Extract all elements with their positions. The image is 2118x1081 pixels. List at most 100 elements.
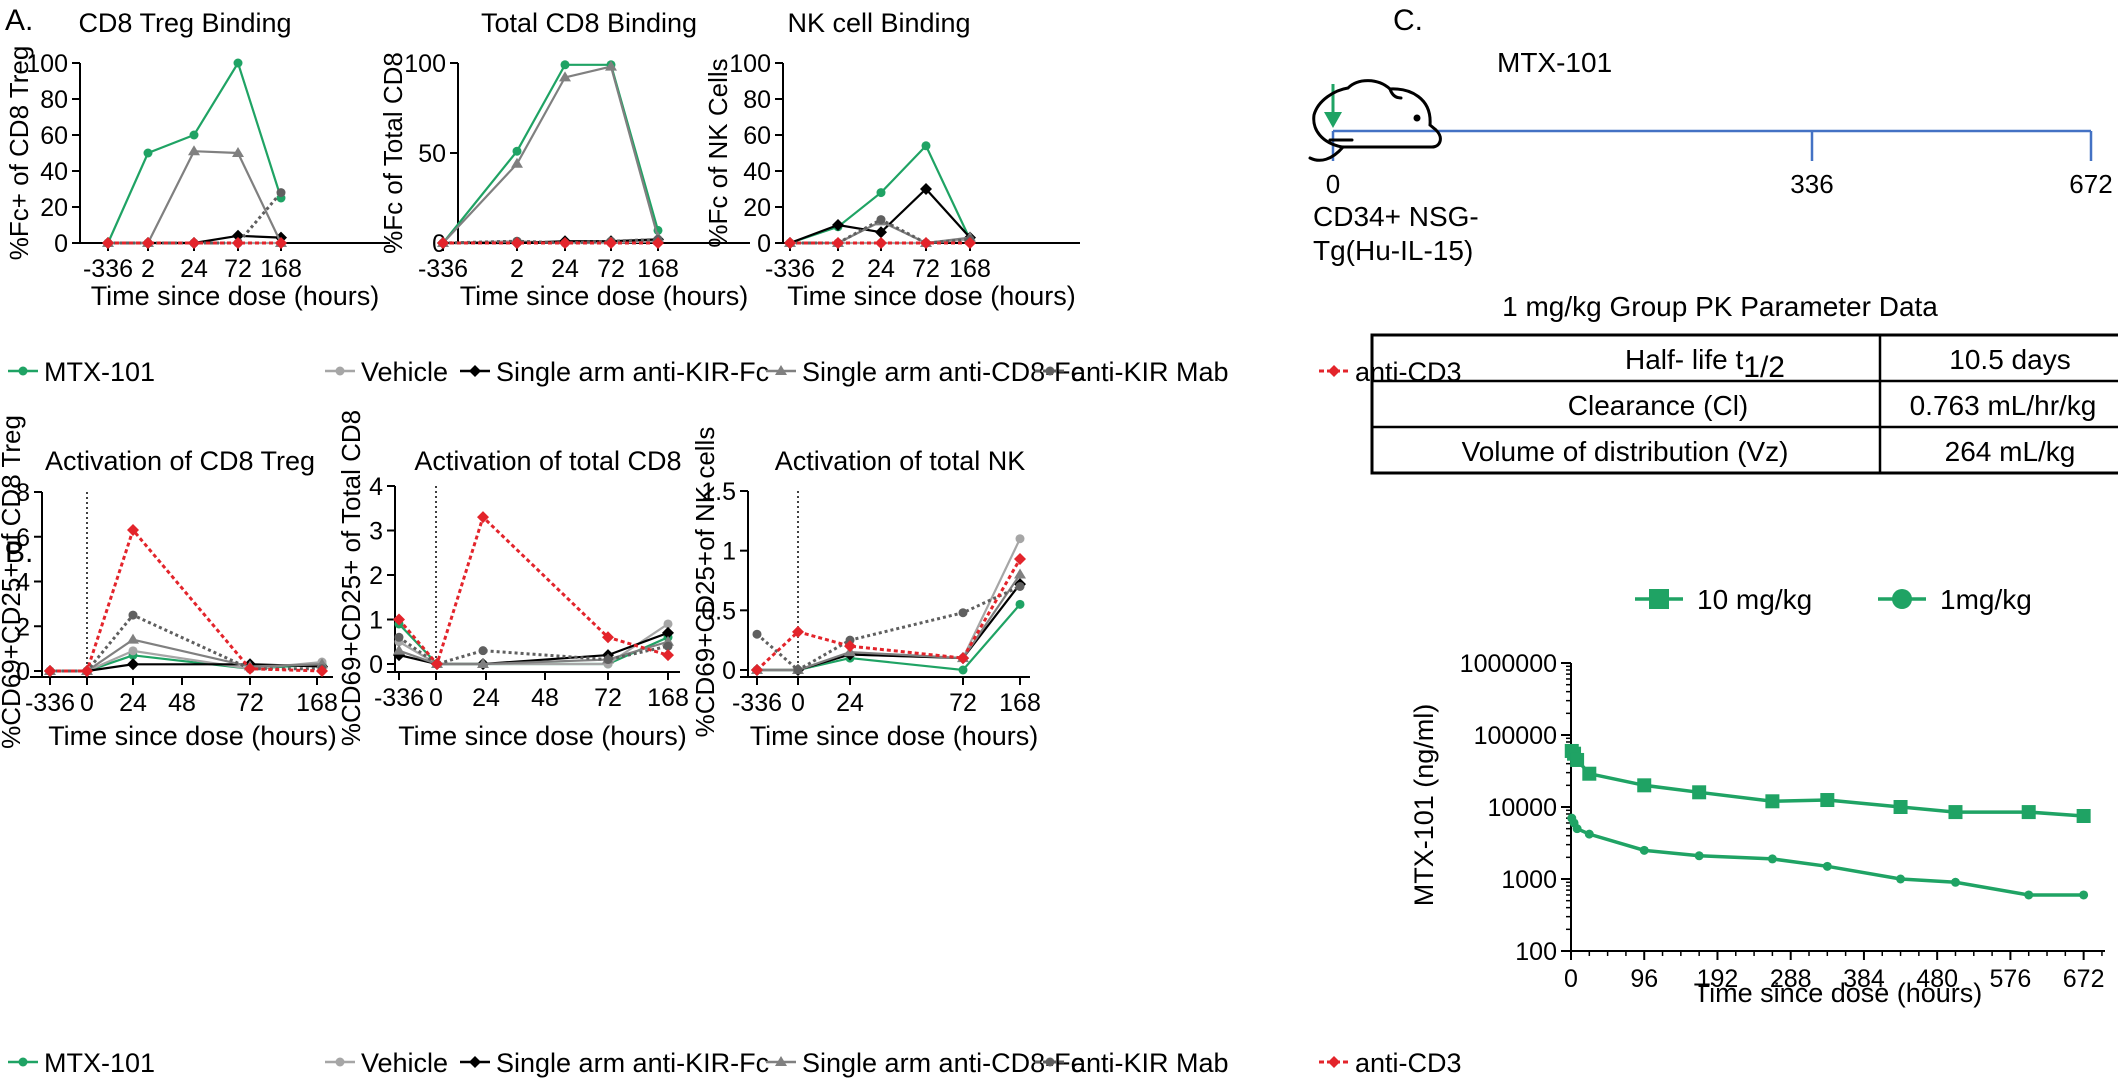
x-tick-label: -336 bbox=[25, 689, 75, 717]
y-tick-label: 40 bbox=[40, 158, 68, 186]
data-point bbox=[958, 608, 968, 618]
legend-item: anti-CD3 bbox=[1319, 357, 1462, 387]
data-point bbox=[793, 665, 803, 675]
data-point bbox=[393, 613, 405, 626]
x-tick-label: 96 bbox=[1630, 965, 1658, 993]
data-point bbox=[512, 146, 522, 156]
data-point bbox=[920, 183, 932, 195]
data-point bbox=[559, 71, 571, 82]
x-tick-label: 192 bbox=[1697, 965, 1739, 993]
data-point bbox=[1950, 877, 1960, 887]
data-point bbox=[752, 629, 762, 639]
x-tick-label: 168 bbox=[647, 684, 689, 712]
data-point bbox=[477, 511, 489, 524]
x-tick-label: -336 bbox=[732, 689, 782, 717]
x-tick-label: 168 bbox=[949, 255, 991, 283]
series-line bbox=[397, 514, 669, 668]
legend-item: Single arm anti-KIR-Fc bbox=[460, 357, 769, 387]
data-point bbox=[1015, 599, 1025, 609]
legend-label: anti-KIR Mab bbox=[1071, 357, 1229, 387]
x-tick-label: 480 bbox=[1916, 965, 1958, 993]
y-tick-label: 20 bbox=[40, 194, 68, 222]
series-line bbox=[50, 613, 322, 673]
data-point bbox=[394, 632, 404, 642]
x-tick-label: -336 bbox=[374, 684, 424, 712]
series-anti-cd3 bbox=[751, 553, 1026, 676]
data-point bbox=[275, 237, 287, 249]
data-point bbox=[1767, 854, 1777, 864]
pk-value: 264 mL/kg bbox=[1945, 436, 2076, 467]
data-point bbox=[276, 188, 286, 198]
legend-label: Vehicle bbox=[361, 1048, 448, 1078]
legend-marker bbox=[469, 1056, 481, 1068]
legend-label: MTX-101 bbox=[44, 1048, 155, 1078]
x-tick-label: 384 bbox=[1843, 965, 1885, 993]
y-tick-label: 60 bbox=[743, 122, 771, 150]
panel-label-b: B. bbox=[5, 536, 33, 569]
data-point bbox=[875, 237, 887, 249]
y-axis-label: %CD69+CD25+ of Total CD8 bbox=[336, 410, 366, 746]
y-tick-label: 2 bbox=[369, 562, 383, 590]
data-point bbox=[188, 145, 200, 156]
x-tick-label: 24 bbox=[551, 255, 579, 283]
y-axis-label: %CD69+CD25+of NK cells bbox=[690, 427, 720, 738]
legend-panel-a: MTX-101 Vehicle Single arm anti-KIR-Fc Sing… bbox=[8, 357, 1462, 387]
x-tick-label: -336 bbox=[418, 255, 468, 283]
data-point bbox=[2024, 890, 2034, 900]
pk-table-row: Clearance (Cl) 0.763 mL/hr/kg bbox=[1568, 390, 2097, 421]
x-tick-label: 24 bbox=[180, 255, 208, 283]
data-point bbox=[784, 237, 796, 249]
data-point bbox=[2079, 890, 2089, 900]
x-tick-label: 168 bbox=[637, 255, 679, 283]
data-point bbox=[127, 524, 139, 537]
legend-label: Vehicle bbox=[361, 357, 448, 387]
y-tick-label: 20 bbox=[743, 194, 771, 222]
legend-item: MTX-101 bbox=[8, 1048, 155, 1078]
x-tick-label: -336 bbox=[83, 255, 133, 283]
x-tick-label: 288 bbox=[1770, 965, 1812, 993]
x-tick-label: 168 bbox=[999, 689, 1041, 717]
series-line bbox=[757, 603, 1021, 672]
data-point bbox=[964, 237, 976, 249]
data-point bbox=[1015, 581, 1025, 591]
x-tick-label: 72 bbox=[236, 689, 264, 717]
data-point bbox=[143, 148, 153, 158]
y-axis-label: %Fc of Total CD8 bbox=[378, 52, 408, 254]
legend-marker bbox=[469, 365, 481, 377]
series-mtx-101 bbox=[438, 60, 663, 248]
pk-param-subscript: 1/2 bbox=[1743, 351, 1785, 384]
data-point bbox=[316, 665, 328, 677]
legend-item: MTX-101 bbox=[8, 357, 155, 387]
data-point bbox=[1637, 778, 1652, 793]
x-tick-label: 0 bbox=[1564, 965, 1578, 993]
data-point bbox=[477, 658, 489, 668]
y-tick-label: 100 bbox=[26, 50, 68, 78]
dosing-timeline: MTX-101 0 336 672 CD34+ NSG- Tg(Hu-IL-15… bbox=[1308, 47, 2113, 266]
series-mtx-101 bbox=[752, 599, 1025, 675]
y-tick-label: 0 bbox=[757, 230, 771, 258]
data-point bbox=[560, 60, 570, 70]
chart-title: NK cell Binding bbox=[787, 8, 970, 38]
chart-title: Activation of CD8 Treg bbox=[45, 446, 315, 476]
data-point bbox=[662, 626, 674, 639]
data-point bbox=[602, 631, 614, 644]
legend-label: 1mg/kg bbox=[1940, 584, 2032, 615]
series-1mg-kg bbox=[1567, 813, 2089, 900]
chart-title: CD8 Treg Binding bbox=[78, 8, 291, 38]
legend-label: Single arm anti-CD8-Fc bbox=[802, 357, 1084, 387]
y-tick-label: 50 bbox=[418, 140, 446, 168]
y-tick-label: 3 bbox=[369, 518, 383, 546]
chart-total-cd8-binding: Total CD8 Binding050100-33622472168Time … bbox=[378, 8, 750, 311]
y-tick-label: 0.5 bbox=[701, 597, 736, 625]
y-tick-label: 1.5 bbox=[701, 478, 736, 506]
pk-legend: 10 mg/kg 1mg/kg bbox=[1635, 584, 2032, 615]
y-tick-label: 80 bbox=[743, 86, 771, 114]
chart-title: Activation of total CD8 bbox=[414, 446, 681, 476]
data-point bbox=[1896, 874, 1906, 884]
data-point bbox=[792, 625, 804, 638]
pk-table-row: Volume of distribution (Vz) 264 mL/kg bbox=[1462, 436, 2076, 467]
y-tick-label: 0 bbox=[16, 658, 30, 686]
y-axis-label: %CD69+CD25+ of CD8 Treg bbox=[0, 415, 26, 749]
